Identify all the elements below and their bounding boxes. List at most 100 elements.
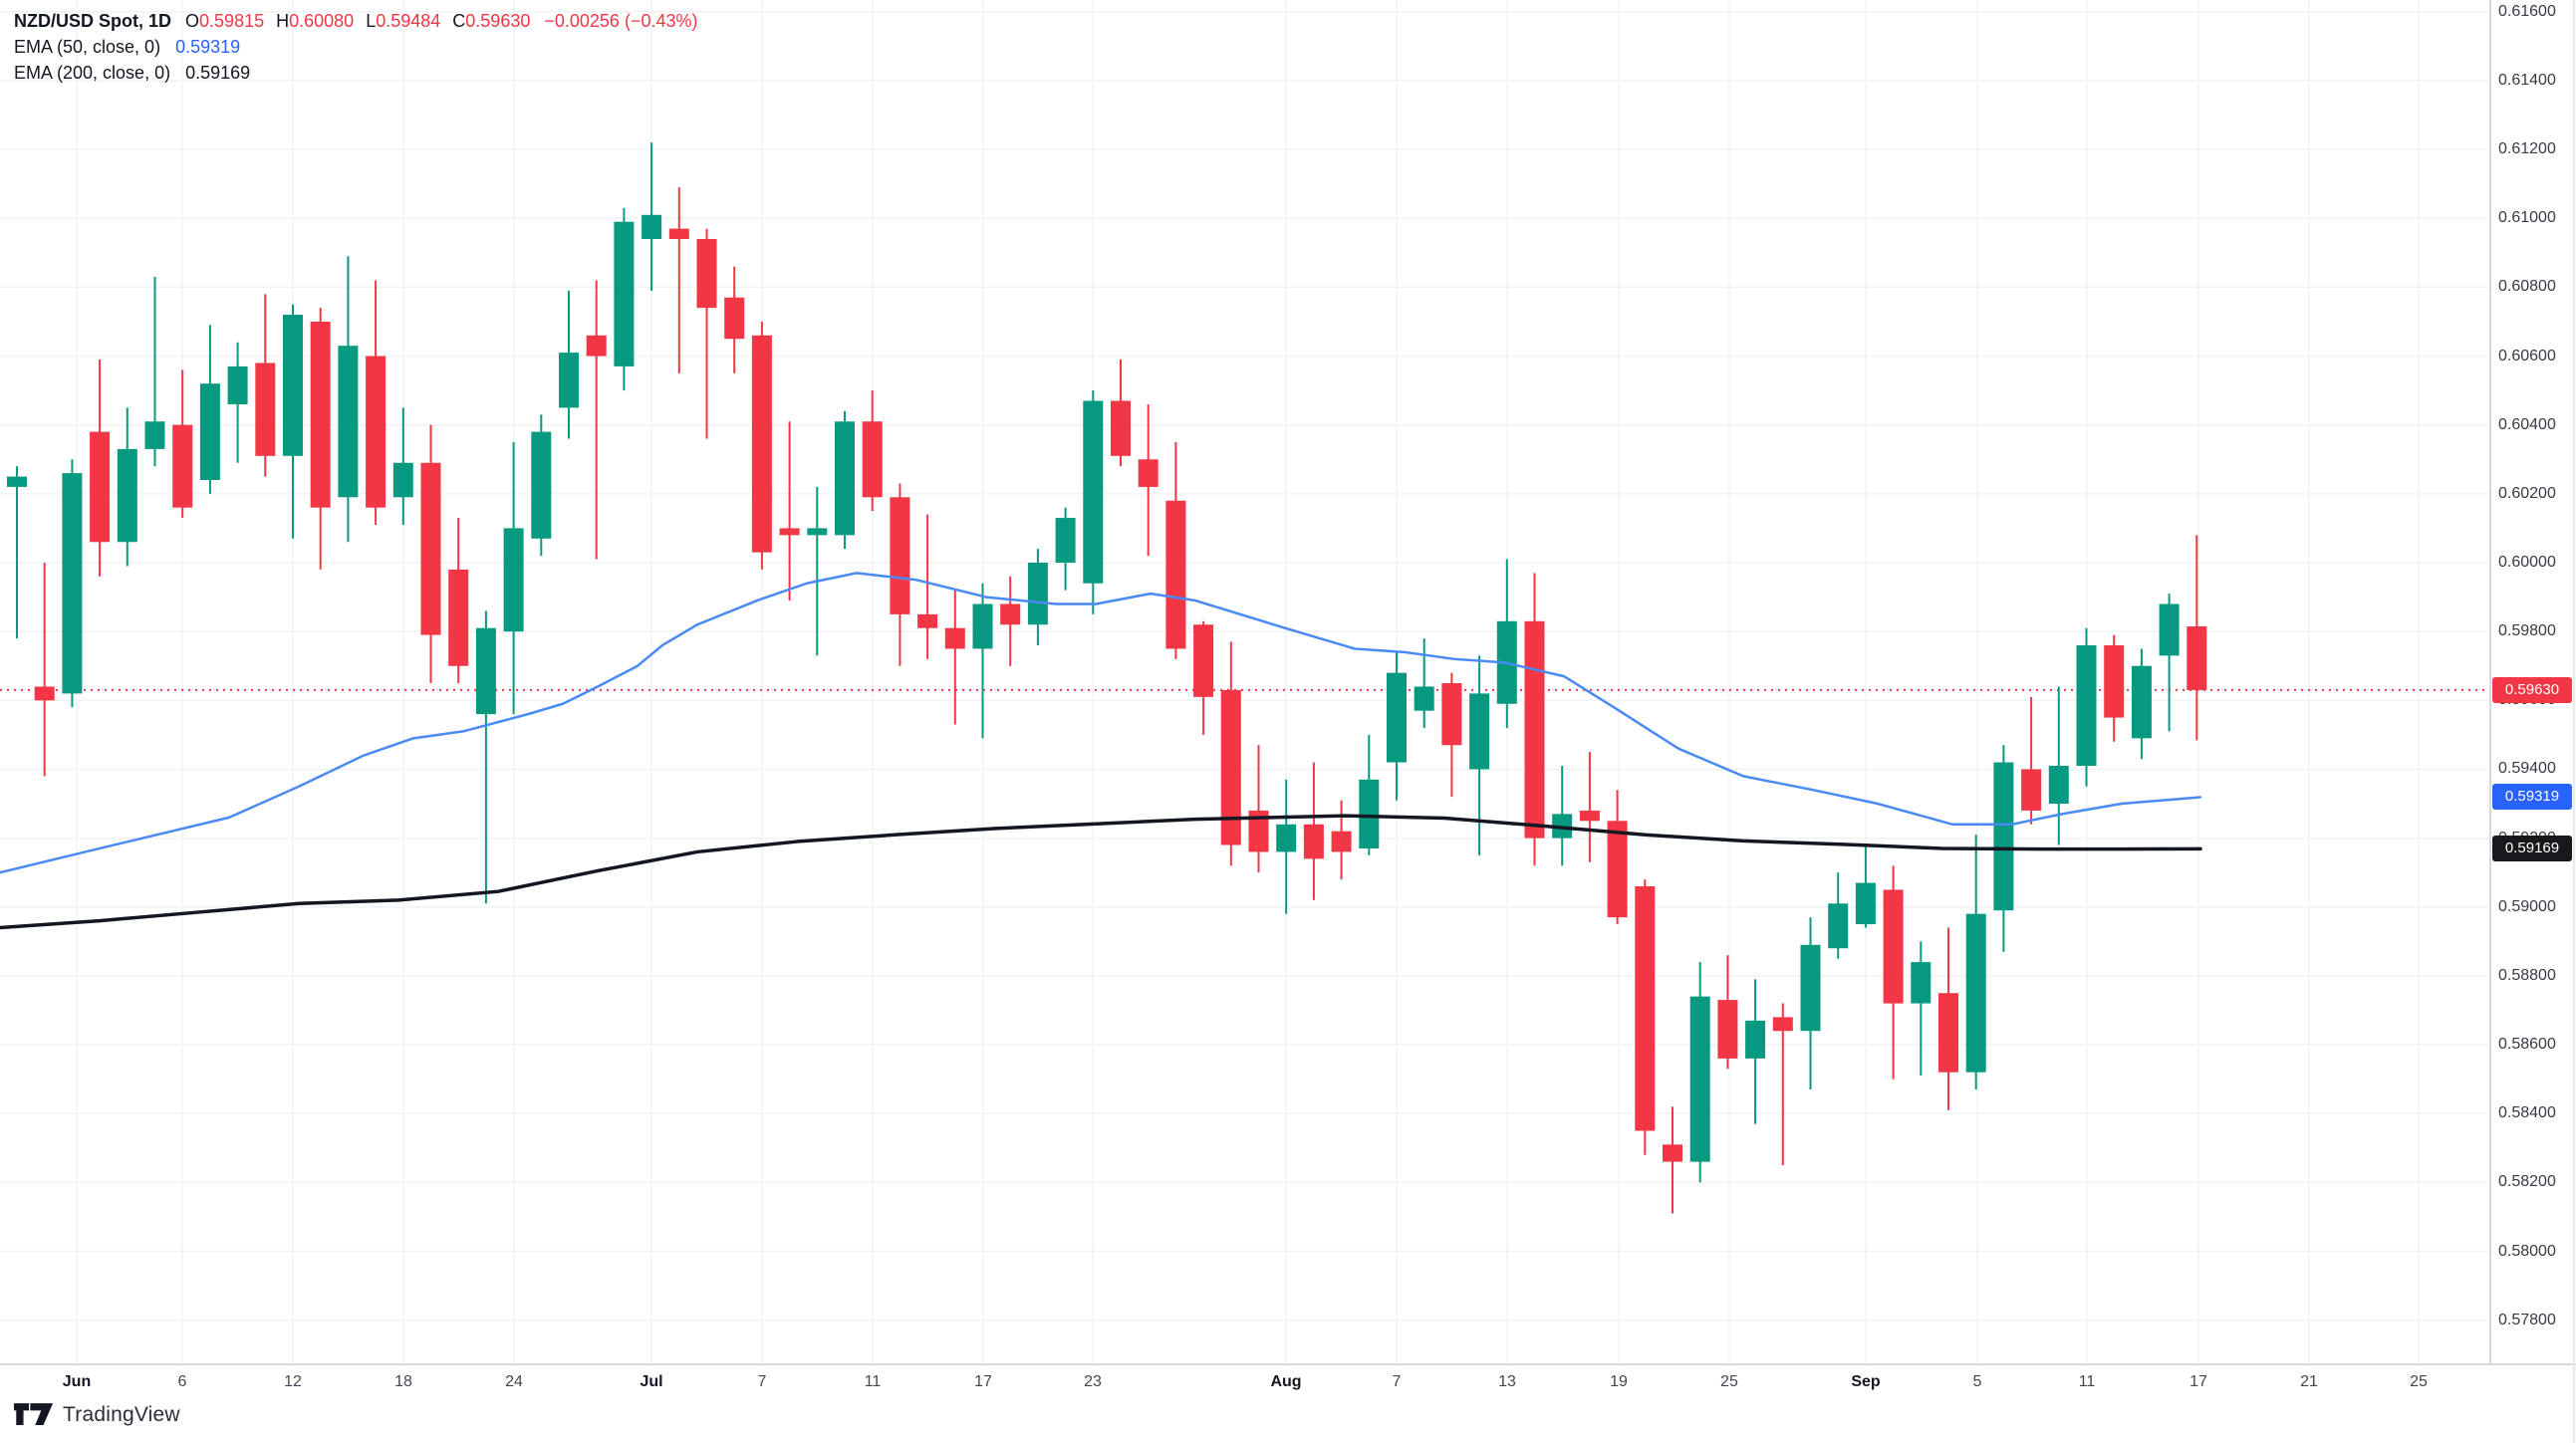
candle — [172, 424, 193, 508]
price-axis-label: 0.58400 — [2498, 1104, 2556, 1122]
price-axis-label: 0.61600 — [2498, 2, 2556, 20]
candle — [890, 497, 910, 614]
candle — [199, 383, 220, 481]
time-axis-label: 23 — [1084, 1373, 1102, 1390]
time-axis-label: 24 — [505, 1373, 523, 1390]
price-axis-label: 0.59400 — [2498, 760, 2556, 778]
candle — [1387, 672, 1407, 763]
price-axis-label: 0.58800 — [2498, 966, 2556, 984]
candle — [531, 431, 552, 539]
symbol-title[interactable]: NZD/USD Spot, 1D — [14, 11, 172, 31]
candle — [1883, 889, 1904, 1004]
candle — [1745, 1020, 1766, 1059]
ema200-value: 0.59169 — [185, 63, 251, 83]
candle — [448, 569, 469, 666]
candle — [586, 335, 607, 357]
candle — [1469, 693, 1490, 770]
price-axis-label: 0.60600 — [2498, 347, 2556, 364]
candle — [2159, 603, 2180, 656]
price-axis-label: 0.58200 — [2498, 1173, 2556, 1191]
chart-legend: NZD/USD Spot, 1D O0.59815 H0.60080 L0.59484… — [14, 8, 697, 86]
candle — [1772, 1017, 1793, 1032]
price-axis-label: 0.57800 — [2498, 1311, 2556, 1328]
candle — [835, 421, 855, 536]
candle — [1220, 689, 1241, 845]
time-axis-label: 11 — [2078, 1373, 2096, 1390]
candle — [2048, 765, 2069, 805]
candle — [1055, 518, 1076, 563]
time-axis-label: 6 — [177, 1373, 187, 1390]
candle — [1579, 810, 1600, 822]
ema50-value: 0.59319 — [175, 37, 241, 57]
candle — [1635, 886, 1656, 1131]
time-axis-label: 5 — [1972, 1373, 1982, 1390]
candle — [62, 473, 83, 694]
candle — [1938, 993, 1958, 1073]
candle — [1111, 400, 1131, 456]
candle — [559, 353, 579, 408]
candle — [2187, 625, 2207, 690]
time-axis-label: 17 — [2190, 1373, 2207, 1390]
price-axis-label: 0.58000 — [2498, 1242, 2556, 1260]
candle — [1441, 683, 1462, 746]
candle — [1607, 821, 1628, 918]
time-axis-label: 19 — [1610, 1373, 1628, 1390]
time-axis-label: 13 — [1498, 1373, 1516, 1390]
candle — [1911, 962, 1932, 1004]
candle — [1248, 810, 1269, 852]
ema200-label: EMA (200, close, 0) — [14, 63, 171, 83]
candle — [1303, 824, 1324, 859]
price-axis-label: 0.60800 — [2498, 278, 2556, 296]
candle — [90, 431, 111, 543]
price-axis-label: 0.61000 — [2498, 209, 2556, 227]
candle — [696, 238, 717, 309]
price-axis-label: 0.60000 — [2498, 554, 2556, 571]
time-axis-label: 21 — [2300, 1373, 2318, 1390]
time-axis-label: Sep — [1851, 1373, 1881, 1390]
candle — [338, 346, 359, 498]
candle — [972, 603, 993, 649]
candle — [642, 214, 662, 239]
candle — [2131, 665, 2152, 739]
candle — [2021, 769, 2042, 811]
price-axis-label: 0.58600 — [2498, 1036, 2556, 1054]
candle — [1027, 563, 1048, 625]
open-value: O0.59815 — [185, 11, 265, 31]
tradingview-watermark-text: TradingView — [63, 1402, 180, 1426]
candle — [917, 613, 938, 628]
candle — [807, 528, 828, 536]
candle — [117, 448, 137, 543]
time-axis-label: 7 — [1392, 1373, 1402, 1390]
candle — [779, 528, 800, 536]
candle — [1165, 500, 1186, 649]
candle — [1663, 1144, 1682, 1162]
candle — [1965, 913, 1986, 1073]
tradingview-watermark[interactable]: TradingView — [14, 1402, 180, 1427]
ema200-badge: 0.59169 — [2492, 836, 2572, 862]
candle — [1083, 400, 1104, 584]
candle — [1993, 762, 2014, 911]
low-value: L0.59484 — [366, 11, 441, 31]
price-axis-label: 0.59000 — [2498, 897, 2556, 915]
candle — [420, 462, 441, 635]
candle — [34, 686, 55, 701]
ema200-legend-row[interactable]: EMA (200, close, 0) 0.59169 — [14, 60, 697, 86]
candle — [503, 528, 524, 632]
candle — [944, 627, 965, 649]
ema50-label: EMA (50, close, 0) — [14, 37, 161, 57]
time-axis-label: 11 — [864, 1373, 882, 1390]
time-axis-label: 25 — [2410, 1373, 2428, 1390]
ema50-badge: 0.59319 — [2492, 784, 2572, 811]
candle — [144, 421, 165, 449]
time-axis-label: 7 — [757, 1373, 767, 1390]
ema50-legend-row[interactable]: EMA (50, close, 0) 0.59319 — [14, 34, 697, 60]
time-axis-label: Jul — [640, 1373, 663, 1390]
price-axis-label: 0.60200 — [2498, 484, 2556, 502]
last-price-badge: 0.59630 — [2492, 676, 2572, 703]
close-value: C0.59630 — [452, 11, 531, 31]
candle — [1331, 831, 1352, 852]
candle — [862, 421, 883, 498]
candle — [227, 365, 248, 404]
time-axis-label: 12 — [284, 1373, 302, 1390]
